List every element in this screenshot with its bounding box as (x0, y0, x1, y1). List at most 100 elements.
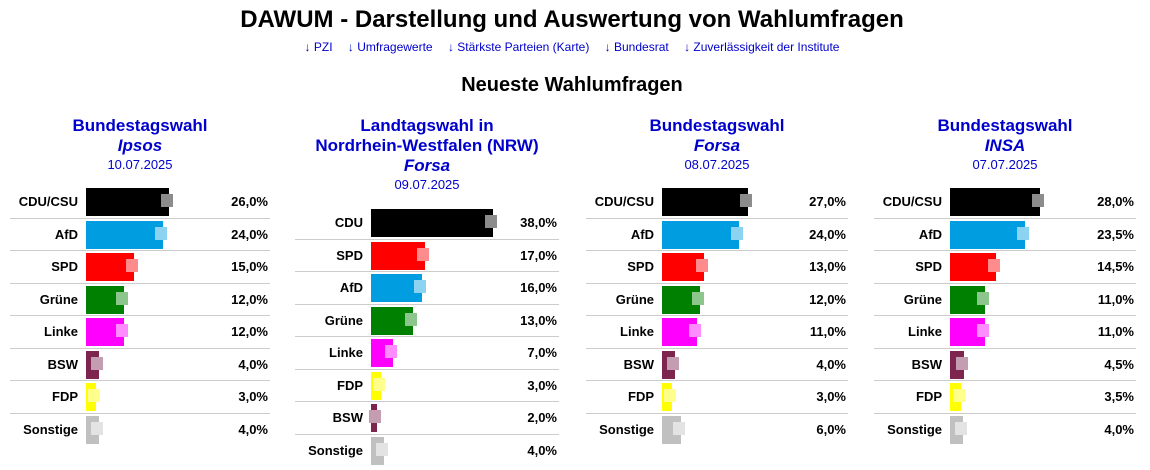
poll-panel: Landtagswahl in Nordrhein-Westfalen (NRW… (295, 116, 559, 465)
poll-row: FDP 3,0% (295, 370, 559, 402)
previous-value-marker (126, 259, 138, 272)
previous-value-marker (116, 291, 129, 305)
party-bar (86, 188, 170, 216)
previous-value-marker (414, 280, 427, 293)
party-bar (371, 274, 423, 302)
party-percentage: 11,0% (1097, 324, 1134, 339)
poll-row: AfD 24,0% (586, 219, 848, 251)
party-label: SPD (915, 259, 942, 274)
party-label: BSW (623, 356, 654, 372)
poll-row: BSW 2,0% (295, 402, 559, 435)
party-label: Grüne (903, 291, 942, 307)
election-link[interactable]: Bundestagswahl (72, 116, 208, 135)
party-percentage: 11,0% (809, 324, 846, 339)
previous-value-marker (692, 291, 705, 305)
party-percentage: 16,0% (520, 280, 557, 295)
poll-row: BSW 4,0% (10, 349, 270, 381)
poll-row: SPD 14,5% (874, 251, 1136, 284)
party-bar (950, 188, 1040, 216)
party-bar (662, 220, 739, 249)
party-bar (371, 209, 493, 237)
nav-links: ↓ PZI ↓ Umfragewerte ↓ Stärkste Parteien… (0, 40, 1144, 54)
previous-value-marker (161, 194, 174, 207)
previous-value-marker (372, 377, 385, 391)
institute-link[interactable]: Forsa (403, 156, 451, 175)
party-percentage: 4,5% (1104, 356, 1134, 372)
page-title: DAWUM - Darstellung und Auswertung von W… (240, 6, 904, 33)
party-bar (662, 188, 749, 216)
previous-value-marker (977, 324, 990, 337)
nav-link-bundesrat[interactable]: ↓ Bundesrat (604, 40, 669, 54)
previous-value-marker (977, 291, 990, 305)
party-label: Sonstige (23, 421, 78, 437)
election-link[interactable]: Bundestagswahl (937, 116, 1073, 135)
party-label: AfD (54, 226, 78, 242)
institute-link[interactable]: Forsa (693, 136, 741, 155)
party-label: CDU/CSU (882, 194, 942, 209)
party-percentage: 17,0% (520, 247, 557, 263)
poll-results-table: CDU/CSU 28,0% AfD 23,5% SPD 14,5% Grüne 11,0% Li… (874, 186, 1136, 445)
party-percentage: 28,0% (1097, 194, 1134, 209)
poll-row: BSW 4,5% (874, 349, 1136, 381)
party-label: BSW (47, 356, 78, 372)
poll-date: 09.07.2025 (394, 177, 460, 192)
party-percentage: 13,0% (809, 259, 846, 274)
institute-link[interactable]: Ipsos (117, 136, 163, 155)
party-label: FDP (916, 389, 942, 404)
party-label: Sonstige (887, 421, 942, 437)
party-percentage: 12,0% (231, 291, 268, 307)
poll-row: Grüne 13,0% (295, 305, 559, 337)
poll-row: FDP 3,5% (874, 381, 1136, 414)
poll-row: CDU/CSU 28,0% (874, 186, 1136, 219)
previous-value-marker (953, 389, 966, 402)
party-bar (371, 241, 426, 270)
poll-row: Sonstige 4,0% (295, 435, 559, 467)
poll-row: SPD 13,0% (586, 251, 848, 284)
party-label: Linke (620, 324, 654, 339)
party-label: AfD (339, 280, 363, 295)
nav-link-staerkste-parteien[interactable]: ↓ Stärkste Parteien (Karte) (447, 40, 590, 54)
previous-value-marker (956, 356, 969, 370)
section-title: Neueste Wahlumfragen (461, 74, 683, 96)
poll-row: Linke 11,0% (586, 316, 848, 349)
party-percentage: 3,0% (238, 389, 268, 404)
party-percentage: 13,0% (520, 312, 557, 328)
previous-value-marker (369, 410, 382, 423)
poll-panel: Bundestagswahl Ipsos 10.07.2025 CDU/CSU 2… (10, 116, 270, 444)
poll-row: Linke 7,0% (295, 337, 559, 370)
party-percentage: 38,0% (520, 215, 557, 230)
poll-date: 07.07.2025 (972, 157, 1038, 172)
previous-value-marker (90, 421, 103, 435)
poll-row: AfD 24,0% (10, 219, 270, 251)
election-link[interactable]: Landtagswahl in Nordrhein-Westfalen (NRW… (315, 116, 539, 155)
poll-row: CDU/CSU 27,0% (586, 186, 848, 219)
nav-link-umfragewerte[interactable]: ↓ Umfragewerte (347, 40, 433, 54)
party-percentage: 26,0% (231, 194, 268, 209)
party-percentage: 24,0% (231, 226, 268, 242)
party-label: CDU/CSU (594, 194, 654, 209)
party-label: AfD (918, 226, 942, 242)
poll-results-table: CDU/CSU 27,0% AfD 24,0% SPD 13,0% Grüne 12,0% Li… (586, 186, 848, 445)
poll-row: Linke 11,0% (874, 316, 1136, 349)
previous-value-marker (730, 226, 743, 240)
previous-value-marker (90, 356, 103, 370)
party-percentage: 4,0% (1104, 421, 1134, 437)
poll-row: CDU 38,0% (295, 207, 559, 240)
previous-value-marker (116, 324, 129, 337)
party-percentage: 3,0% (527, 377, 557, 393)
nav-link-zuverlaessigkeit[interactable]: ↓ Zuverlässigkeit der Institute (684, 40, 840, 54)
party-percentage: 23,5% (1097, 226, 1134, 242)
party-label: CDU/CSU (18, 194, 78, 209)
poll-row: SPD 15,0% (10, 251, 270, 284)
party-percentage: 4,0% (816, 356, 846, 372)
party-label: FDP (52, 389, 78, 404)
election-link[interactable]: Bundestagswahl (649, 116, 785, 135)
party-bar (86, 220, 163, 249)
nav-link-pzi[interactable]: ↓ PZI (304, 40, 333, 54)
poll-row: Sonstige 4,0% (10, 414, 270, 446)
previous-value-marker (417, 247, 430, 261)
party-label: Sonstige (599, 421, 654, 437)
poll-row: Sonstige 4,0% (874, 414, 1136, 446)
party-percentage: 4,0% (238, 421, 268, 437)
institute-link[interactable]: INSA (984, 136, 1026, 155)
